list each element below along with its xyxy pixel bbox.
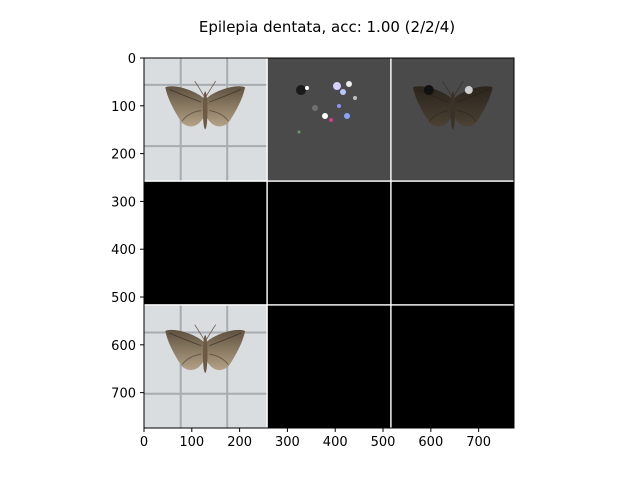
saliency-speck	[296, 85, 306, 96]
wing-marking	[456, 109, 477, 122]
moth-body	[202, 91, 208, 130]
moth-antenna	[204, 80, 217, 99]
y-tick-label: 700	[111, 387, 136, 402]
wing-marking	[169, 332, 202, 347]
x-tick-label: 200	[227, 435, 252, 450]
y-tick: 400	[111, 243, 144, 258]
wing-marking	[209, 88, 242, 103]
saliency-background	[267, 58, 391, 181]
saliency-speck	[353, 96, 357, 101]
moth-antenna	[194, 80, 206, 99]
moth-antenna	[441, 80, 454, 99]
saliency-speck	[322, 113, 328, 120]
x-tick: 600	[418, 428, 443, 450]
x-tick-label: 0	[140, 435, 148, 450]
grid-cell-moth-photo-original	[144, 58, 267, 181]
y-axis-ticks: 0 100 200 300 400 500 600 700	[111, 52, 144, 402]
x-tick-label: 700	[466, 435, 491, 450]
moth-body	[202, 335, 208, 373]
x-tick: 0	[140, 428, 148, 450]
x-tick: 500	[371, 428, 396, 450]
wing-marking	[209, 353, 229, 365]
x-tick-label: 600	[418, 435, 443, 450]
x-tick: 200	[227, 428, 252, 450]
y-tick: 100	[111, 100, 144, 115]
x-tick: 400	[323, 428, 348, 450]
chart-title: Epilepia dentata, acc: 1.00 (2/2/4)	[199, 18, 455, 36]
black-cell	[267, 305, 391, 428]
x-axis-ticks: 0 100 200 300 400 500 600 700	[140, 428, 491, 450]
saliency-speck	[344, 113, 350, 120]
saliency-speck	[305, 86, 309, 91]
x-tick: 700	[466, 428, 491, 450]
x-tick-label: 100	[179, 435, 204, 450]
wing-marking	[416, 88, 449, 103]
y-tick-label: 300	[111, 195, 136, 210]
grid-cell-masked-moth	[391, 58, 514, 181]
saliency-speck	[312, 105, 318, 112]
wing-marking	[169, 88, 202, 103]
moth-antenna	[194, 324, 206, 342]
x-tick: 100	[179, 428, 204, 450]
wing-marking	[209, 332, 242, 347]
y-tick-label: 500	[111, 291, 136, 306]
y-tick-label: 600	[111, 339, 136, 354]
black-cell	[144, 181, 267, 305]
y-tick-label: 400	[111, 243, 136, 258]
grid-cell-saliency-map	[267, 58, 391, 181]
black-cell	[391, 305, 514, 428]
y-tick: 300	[111, 195, 144, 210]
grid-cell-black	[267, 181, 391, 305]
axes-frame	[143, 57, 515, 429]
moth-antenna	[452, 80, 464, 99]
x-tick: 300	[275, 428, 300, 450]
grid-cell-black	[391, 305, 514, 428]
image-grid	[144, 58, 514, 428]
y-tick-label: 0	[128, 52, 136, 67]
wing-marking	[456, 88, 489, 103]
saliency-speck	[346, 81, 352, 88]
y-tick: 600	[111, 339, 144, 354]
moth-body	[450, 91, 456, 130]
saliency-speck	[329, 118, 333, 123]
wing-marking	[181, 353, 202, 365]
masked-spot	[423, 85, 434, 96]
grid-cell-black	[391, 181, 514, 305]
saliency-speck	[337, 104, 341, 109]
black-cell	[267, 181, 391, 305]
grid-cell-black	[144, 181, 267, 305]
saliency-speck	[340, 89, 346, 96]
y-tick: 700	[111, 387, 144, 402]
saliency-speck	[333, 82, 341, 91]
x-tick-label: 300	[275, 435, 300, 450]
y-tick: 500	[111, 291, 144, 306]
y-tick: 200	[111, 148, 144, 163]
grid-cell-moth-photo-reference	[144, 305, 267, 428]
y-tick: 0	[128, 52, 144, 67]
y-tick-label: 100	[111, 100, 136, 115]
y-tick-label: 200	[111, 148, 136, 163]
wing-marking	[181, 109, 202, 122]
axes: 0 100 200 300 400 500 600 700 0 100 200 300 400 500 6…	[111, 52, 515, 450]
moth-antenna	[204, 324, 217, 342]
masked-spot	[464, 86, 473, 95]
wing-marking	[429, 109, 449, 122]
x-tick-label: 500	[371, 435, 396, 450]
black-cell	[391, 181, 514, 305]
wing-marking	[209, 109, 229, 122]
saliency-speck	[297, 130, 301, 134]
x-tick-label: 400	[323, 435, 348, 450]
grid-cell-black	[267, 305, 391, 428]
